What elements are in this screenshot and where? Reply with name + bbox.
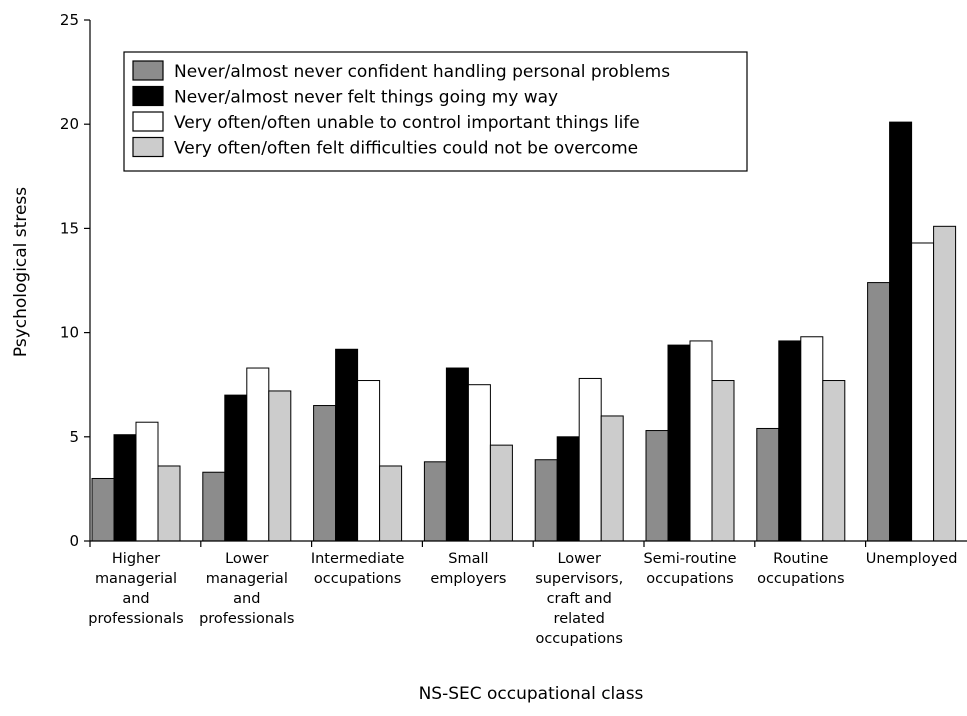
x-category-label: Routine occupations (757, 551, 844, 587)
legend-label: Never/almost never confident handling pe… (174, 62, 670, 82)
legend-items: Never/almost never confident handling pe… (132, 60, 670, 159)
y-tick-label: 20 (60, 115, 79, 133)
x-axis-title: NS-SEC occupational class (419, 684, 644, 704)
legend-swatch (132, 111, 164, 132)
x-category-label: Intermediate occupations (311, 551, 405, 587)
legend-swatch (132, 85, 164, 107)
bar-2-1 (113, 434, 137, 542)
bar-2-5 (556, 436, 580, 542)
bars (91, 121, 957, 542)
bar-2-8 (889, 121, 913, 542)
bar-2-2 (224, 394, 248, 542)
legend-label: Very often/often unable to control impor… (174, 113, 640, 133)
bar-1-7 (756, 427, 780, 542)
bar-4-7 (822, 380, 846, 542)
y-tick-label: 15 (60, 219, 79, 237)
x-category-label: Semi-routine occupations (643, 551, 736, 587)
x-category-label: Unemployed (866, 551, 958, 567)
bar-2-3 (335, 348, 359, 542)
bar-1-3 (313, 405, 337, 542)
bar-1-6 (645, 430, 669, 542)
bar-1-5 (534, 459, 558, 542)
bar-4-8 (933, 225, 957, 542)
bar-1-1 (91, 477, 115, 542)
x-category-label: Higher managerial and professionals (88, 551, 183, 627)
y-axis-title: Psychological stress (11, 187, 31, 357)
legend-label: Very often/often felt difficulties could… (174, 139, 638, 159)
x-category-label: Small employers (430, 551, 506, 587)
legend-box (123, 51, 748, 172)
legend: Never/almost never confident handling pe… (123, 51, 748, 172)
bar-4-1 (157, 465, 181, 542)
plot-area: 0 5 10 15 20 25 Higher managerial and profession… (60, 11, 967, 647)
x-category-label: Lower supervisors, craft and related occupat… (535, 551, 623, 647)
bar-2-4 (445, 367, 469, 542)
bar-2-7 (778, 340, 802, 542)
bar-2-6 (667, 344, 691, 542)
y-tick-label: 25 (60, 11, 79, 29)
bar-3-8 (911, 242, 935, 542)
bar-3-1 (135, 421, 159, 542)
legend-swatch (132, 60, 164, 81)
legend-swatch (132, 136, 164, 158)
bar-3-2 (246, 367, 270, 542)
y-tick-label: 5 (69, 428, 79, 446)
x-category-label: Lower managerial and professionals (199, 551, 294, 627)
legend-label: Never/almost never felt things going my … (174, 88, 558, 108)
bar-1-4 (423, 461, 447, 542)
bar-3-5 (578, 377, 602, 542)
y-axis-ticks: 0 5 10 15 20 25 (60, 11, 90, 550)
bar-1-2 (202, 471, 226, 542)
bar-4-4 (489, 444, 513, 542)
y-tick-label: 0 (69, 532, 79, 550)
bar-1-8 (867, 282, 891, 542)
y-tick-label: 10 (60, 324, 79, 342)
bar-3-3 (357, 380, 381, 542)
bar-4-5 (600, 415, 624, 542)
bar-3-7 (800, 336, 824, 542)
bar-4-3 (379, 465, 403, 542)
bar-3-4 (467, 384, 491, 542)
bar-4-6 (711, 380, 735, 542)
bar-3-6 (689, 340, 713, 542)
bar-4-2 (268, 390, 292, 542)
